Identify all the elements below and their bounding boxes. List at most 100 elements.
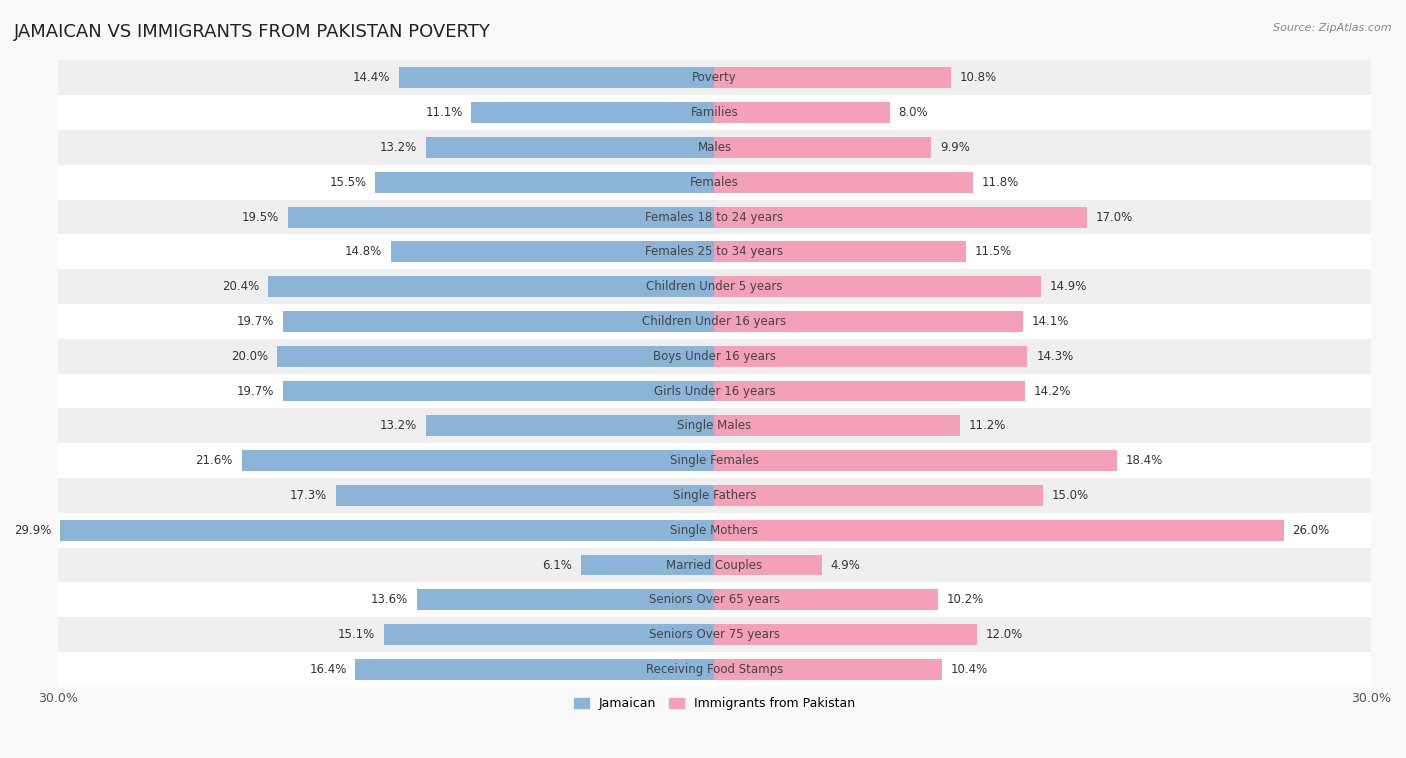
Bar [336,485,714,506]
Bar [375,172,714,193]
Text: Females 18 to 24 years: Females 18 to 24 years [645,211,783,224]
Bar [714,137,931,158]
Bar [58,339,1371,374]
Bar [58,304,1371,339]
Text: Seniors Over 75 years: Seniors Over 75 years [650,628,780,641]
Bar [58,234,1371,269]
Text: Boys Under 16 years: Boys Under 16 years [652,349,776,363]
Bar [471,102,714,123]
Bar [714,276,1040,297]
Text: 14.1%: 14.1% [1032,315,1069,328]
Text: 6.1%: 6.1% [543,559,572,572]
Bar [58,96,1371,130]
Text: 14.4%: 14.4% [353,71,391,84]
Bar [283,381,714,402]
Bar [714,381,1025,402]
Bar [58,443,1371,478]
Text: Single Fathers: Single Fathers [672,489,756,502]
Bar [714,450,1118,471]
Text: 4.9%: 4.9% [831,559,860,572]
Bar [269,276,714,297]
Bar [356,659,714,680]
Bar [714,242,966,262]
Text: Receiving Food Stamps: Receiving Food Stamps [645,663,783,676]
Text: Married Couples: Married Couples [666,559,762,572]
Bar [581,555,714,575]
Bar [714,590,938,610]
Bar [714,555,821,575]
Text: 10.4%: 10.4% [950,663,988,676]
Text: 14.8%: 14.8% [344,246,382,258]
Bar [58,130,1371,165]
Bar [391,242,714,262]
Bar [714,659,942,680]
Text: 18.4%: 18.4% [1126,454,1163,467]
Text: 17.0%: 17.0% [1095,211,1132,224]
Bar [714,172,973,193]
Text: JAMAICAN VS IMMIGRANTS FROM PAKISTAN POVERTY: JAMAICAN VS IMMIGRANTS FROM PAKISTAN POV… [14,23,491,41]
Text: Seniors Over 65 years: Seniors Over 65 years [650,594,780,606]
Bar [242,450,714,471]
Bar [384,624,714,645]
Text: 21.6%: 21.6% [195,454,233,467]
Text: 11.1%: 11.1% [426,106,463,119]
Text: 20.0%: 20.0% [231,349,269,363]
Bar [277,346,714,367]
Bar [58,582,1371,617]
Bar [58,269,1371,304]
Text: 19.7%: 19.7% [238,315,274,328]
Bar [60,520,714,540]
Bar [58,409,1371,443]
Bar [426,137,714,158]
Bar [58,617,1371,652]
Bar [714,311,1024,332]
Text: 15.0%: 15.0% [1052,489,1088,502]
Bar [426,415,714,437]
Text: 14.9%: 14.9% [1049,280,1087,293]
Bar [714,520,1284,540]
Text: Families: Families [690,106,738,119]
Text: 13.2%: 13.2% [380,141,416,154]
Bar [58,374,1371,409]
Text: Single Males: Single Males [678,419,752,432]
Text: Females 25 to 34 years: Females 25 to 34 years [645,246,783,258]
Bar [288,207,714,227]
Bar [58,61,1371,96]
Text: Source: ZipAtlas.com: Source: ZipAtlas.com [1274,23,1392,33]
Text: Children Under 5 years: Children Under 5 years [647,280,783,293]
Text: Girls Under 16 years: Girls Under 16 years [654,384,775,397]
Text: 17.3%: 17.3% [290,489,328,502]
Text: Poverty: Poverty [692,71,737,84]
Text: 10.2%: 10.2% [946,594,984,606]
Text: 11.2%: 11.2% [969,419,1005,432]
Text: 13.6%: 13.6% [371,594,408,606]
Text: 14.2%: 14.2% [1033,384,1071,397]
Text: 13.2%: 13.2% [380,419,416,432]
Bar [714,346,1028,367]
Bar [714,207,1087,227]
Bar [714,102,890,123]
Text: Children Under 16 years: Children Under 16 years [643,315,786,328]
Bar [714,67,950,89]
Text: 15.1%: 15.1% [337,628,375,641]
Text: 20.4%: 20.4% [222,280,259,293]
Bar [58,478,1371,513]
Bar [58,547,1371,582]
Text: 9.9%: 9.9% [939,141,970,154]
Text: Females: Females [690,176,738,189]
Text: Single Females: Single Females [671,454,759,467]
Text: Males: Males [697,141,731,154]
Text: Single Mothers: Single Mothers [671,524,758,537]
Text: 29.9%: 29.9% [14,524,51,537]
Legend: Jamaican, Immigrants from Pakistan: Jamaican, Immigrants from Pakistan [569,692,860,715]
Bar [58,199,1371,234]
Text: 11.5%: 11.5% [974,246,1012,258]
Text: 10.8%: 10.8% [959,71,997,84]
Bar [714,624,977,645]
Text: 8.0%: 8.0% [898,106,928,119]
Bar [283,311,714,332]
Bar [714,415,959,437]
Text: 16.4%: 16.4% [309,663,347,676]
Text: 15.5%: 15.5% [329,176,367,189]
Bar [399,67,714,89]
